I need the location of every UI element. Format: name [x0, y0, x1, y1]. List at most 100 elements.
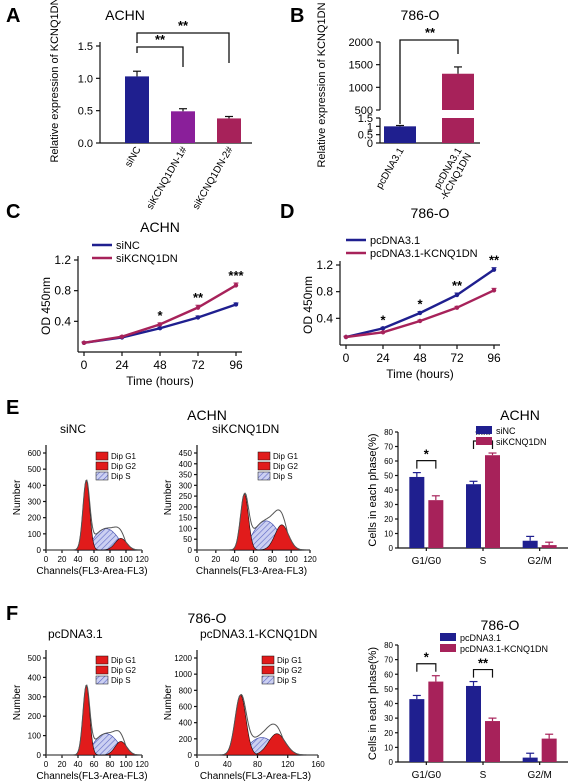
- y-tick-label: 0: [37, 751, 42, 760]
- legend-label: Dip G2: [111, 462, 136, 471]
- y-tick-label: 300: [179, 481, 193, 490]
- legend-swatch: [440, 644, 456, 652]
- panel-letter-e: E: [6, 397, 19, 419]
- chart-a-plot: 0.0 0.5 1.0 1.5 siNC siKCNQ1DN-1# siKCNQ1DN-2#…: [78, 18, 252, 212]
- y-tick-label: 400: [28, 673, 42, 682]
- chart-title: ACHN: [500, 407, 540, 423]
- y-tick-label: 600: [28, 449, 42, 458]
- y-tick-label: 100: [179, 524, 193, 533]
- legend-label: Dip G2: [273, 462, 298, 471]
- y-tick-label: 30: [384, 501, 393, 510]
- chart-c-title: ACHN: [140, 219, 180, 235]
- y-axis-label: Number: [12, 684, 23, 720]
- y-tick-label: 1.5: [358, 113, 373, 125]
- x-tick-label: 40: [74, 760, 83, 769]
- y-tick-label: 400: [179, 460, 193, 469]
- legend-label: siNC: [496, 426, 516, 436]
- legend-swatch: [95, 675, 109, 685]
- significance-bracket: [416, 460, 437, 469]
- y-tick-label: 0: [389, 758, 394, 767]
- legend-label: pcDNA3.1-KCNQ1DN: [460, 644, 548, 654]
- y-tick-label: 200: [179, 503, 193, 512]
- x-tick-label: G1/G0: [412, 770, 442, 781]
- y-tick-label: 0.0: [78, 138, 93, 150]
- significance-label: *: [157, 308, 163, 323]
- x-tick-label: pcDNA3.1: [374, 146, 407, 191]
- x-tick-label: 0: [195, 760, 200, 769]
- legend-label: siNC: [116, 240, 140, 252]
- x-tick-label: 48: [153, 358, 167, 372]
- y-tick-label: 500: [28, 654, 42, 663]
- histogram-envelope: [197, 693, 318, 756]
- bar-pcDNA3.1-KCNQ1DN-G1/G0: [428, 681, 444, 762]
- x-axis-label: Channels(FL3-Area-FL3): [36, 771, 147, 782]
- legend-swatch: [95, 451, 109, 461]
- y-tick-label: 300: [28, 498, 42, 507]
- chart-title: 786-O: [481, 617, 520, 633]
- legend-swatch: [95, 471, 109, 481]
- significance-label: **: [478, 656, 489, 671]
- significance-bracket: [416, 663, 437, 672]
- x-tick-label: 120: [135, 760, 149, 769]
- legend-label: pcDNA3.1-KCNQ1DN: [370, 248, 478, 260]
- y-axis-label: Number: [163, 479, 174, 515]
- x-axis-label: Time (hours): [126, 374, 194, 388]
- y-tick-label: 40: [384, 486, 393, 495]
- x-tick-label: 40: [223, 760, 232, 769]
- panel-letter-a: A: [6, 5, 20, 27]
- flow-title: pcDNA3.1-KCNQ1DN: [200, 627, 317, 641]
- bar-siKCNQ1DN-2#: [217, 118, 241, 143]
- significance-bracket: [472, 668, 494, 678]
- y-tick-label: 100: [28, 530, 42, 539]
- x-tick-label: G2/M: [527, 770, 551, 781]
- y-tick-label: 2000: [349, 37, 373, 49]
- bar-pcDNA3.1-S: [466, 685, 481, 762]
- bar-siNC: [125, 76, 149, 143]
- x-tick-label: 72: [450, 351, 464, 365]
- bar-siKCNQ1DN-G1/G0: [428, 500, 444, 548]
- legend-label: siKCNQ1DN: [496, 437, 547, 447]
- x-tick-label: 120: [281, 760, 295, 769]
- y-axis-label: Cells in each phase(%): [367, 647, 379, 760]
- y-tick-label: 1: [367, 121, 373, 133]
- chart-e-cellcycle: ACHN 0 10 20 30 40 50 60 70 80 Cells in each phase…: [367, 407, 568, 567]
- x-tick-label: 160: [311, 760, 325, 769]
- x-tick-label: 40: [230, 555, 239, 564]
- section-f-heading: 786-O: [188, 610, 227, 626]
- y-tick-label: 0.5: [78, 106, 93, 118]
- y-tick-label: 1.2: [54, 253, 71, 267]
- y-tick-label: 0: [367, 138, 373, 150]
- significance-label: **: [425, 25, 436, 40]
- y-tick-label: 1500: [349, 60, 373, 72]
- chart-a-ylabel: Relative expression of KCNQ1DN: [49, 0, 61, 163]
- y-tick-label: 100: [28, 732, 42, 741]
- legend-swatch: [476, 426, 492, 434]
- significance-label: *: [424, 447, 430, 462]
- y-tick-label: 1000: [174, 670, 192, 679]
- significance-label: *: [380, 312, 386, 327]
- bar-siKCNQ1DN-G2/M: [541, 545, 557, 548]
- y-tick-label: 200: [28, 712, 42, 721]
- significance-bracket: [136, 32, 230, 63]
- y-tick-label: 500: [28, 465, 42, 474]
- dip-s-region: [197, 737, 318, 756]
- y-tick-label: 450: [179, 449, 193, 458]
- y-axis-label: OD 450nm: [39, 277, 53, 335]
- x-tick-label: S: [480, 770, 487, 781]
- x-tick-label: 40: [74, 555, 83, 564]
- y-tick-label: 0: [188, 751, 193, 760]
- chart-b-ylabel: Relative expression of KCNQ1DN: [316, 2, 328, 167]
- x-tick-label: 24: [115, 358, 129, 372]
- x-tick-label: 100: [119, 760, 133, 769]
- legend-label: Dip G2: [277, 666, 302, 675]
- significance-label: **: [178, 18, 189, 33]
- legend-swatch: [476, 437, 492, 445]
- x-tick-label: 20: [58, 760, 67, 769]
- x-tick-label: 24: [376, 351, 390, 365]
- y-tick-label: 800: [179, 686, 193, 695]
- x-tick-label: siKCNQ1DN-2#: [191, 145, 236, 212]
- y-tick-label: 1000: [349, 82, 373, 94]
